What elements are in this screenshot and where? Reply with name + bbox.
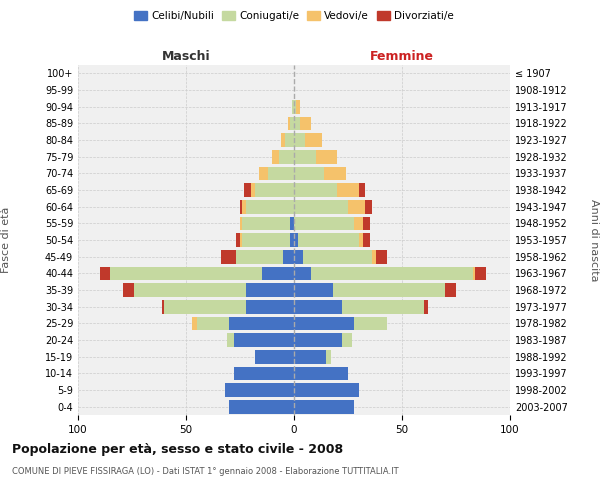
Bar bbox=[236, 250, 283, 264]
Bar bbox=[255, 350, 294, 364]
Bar bbox=[229, 316, 294, 330]
Bar bbox=[372, 250, 376, 264]
Bar bbox=[262, 266, 294, 280]
Bar bbox=[247, 200, 294, 213]
Text: Maschi: Maschi bbox=[161, 50, 211, 62]
Bar bbox=[286, 133, 294, 147]
Bar bbox=[326, 350, 331, 364]
Bar bbox=[294, 316, 355, 330]
Bar bbox=[242, 200, 247, 213]
Bar bbox=[294, 100, 296, 114]
Text: Anni di nascita: Anni di nascita bbox=[589, 198, 599, 281]
Bar bbox=[445, 283, 456, 297]
Bar bbox=[290, 216, 294, 230]
Bar bbox=[268, 166, 294, 180]
Bar bbox=[424, 300, 428, 314]
Bar bbox=[475, 266, 486, 280]
Bar bbox=[316, 150, 337, 164]
Bar bbox=[294, 183, 337, 197]
Bar bbox=[294, 266, 311, 280]
Bar bbox=[294, 350, 326, 364]
Text: COMUNE DI PIEVE FISSIRAGA (LO) - Dati ISTAT 1° gennaio 2008 - Elaborazione TUTTI: COMUNE DI PIEVE FISSIRAGA (LO) - Dati IS… bbox=[12, 468, 398, 476]
Bar bbox=[301, 116, 311, 130]
Bar bbox=[240, 233, 242, 247]
Bar bbox=[296, 100, 301, 114]
Bar bbox=[221, 250, 236, 264]
Bar bbox=[247, 300, 294, 314]
Bar bbox=[225, 383, 294, 397]
Bar bbox=[376, 250, 387, 264]
Bar bbox=[324, 166, 346, 180]
Bar bbox=[294, 283, 333, 297]
Bar bbox=[242, 233, 290, 247]
Bar bbox=[283, 250, 294, 264]
Bar bbox=[363, 233, 370, 247]
Bar bbox=[305, 133, 322, 147]
Text: Popolazione per età, sesso e stato civile - 2008: Popolazione per età, sesso e stato civil… bbox=[12, 442, 343, 456]
Bar bbox=[298, 233, 359, 247]
Bar bbox=[279, 150, 294, 164]
Bar bbox=[294, 200, 348, 213]
Bar bbox=[365, 200, 372, 213]
Bar bbox=[294, 116, 301, 130]
Bar bbox=[337, 183, 359, 197]
Bar bbox=[294, 400, 355, 413]
Bar bbox=[100, 266, 110, 280]
Bar bbox=[294, 133, 305, 147]
Legend: Celibi/Nubili, Coniugati/e, Vedovi/e, Divorziati/e: Celibi/Nubili, Coniugati/e, Vedovi/e, Di… bbox=[130, 7, 458, 26]
Bar bbox=[233, 366, 294, 380]
Bar bbox=[294, 150, 316, 164]
Bar bbox=[287, 116, 290, 130]
Bar bbox=[294, 216, 355, 230]
Bar bbox=[240, 216, 242, 230]
Bar bbox=[236, 233, 240, 247]
Bar bbox=[302, 250, 372, 264]
Text: Fasce di età: Fasce di età bbox=[1, 207, 11, 273]
Bar bbox=[259, 166, 268, 180]
Bar bbox=[281, 133, 286, 147]
Bar bbox=[164, 300, 247, 314]
Bar bbox=[242, 216, 290, 230]
Bar bbox=[193, 316, 197, 330]
Bar bbox=[162, 300, 164, 314]
Bar bbox=[348, 200, 365, 213]
Bar bbox=[240, 200, 242, 213]
Bar bbox=[229, 400, 294, 413]
Bar bbox=[272, 150, 279, 164]
Bar bbox=[255, 183, 294, 197]
Bar bbox=[290, 116, 294, 130]
Bar bbox=[233, 333, 294, 347]
Bar bbox=[359, 233, 363, 247]
Bar bbox=[341, 333, 352, 347]
Bar bbox=[363, 216, 370, 230]
Bar bbox=[341, 300, 424, 314]
Bar bbox=[294, 250, 302, 264]
Bar bbox=[294, 383, 359, 397]
Bar bbox=[294, 166, 324, 180]
Bar bbox=[294, 300, 341, 314]
Bar bbox=[110, 266, 262, 280]
Bar bbox=[294, 333, 341, 347]
Bar bbox=[294, 366, 348, 380]
Bar bbox=[355, 216, 363, 230]
Bar bbox=[251, 183, 255, 197]
Bar bbox=[355, 316, 387, 330]
Bar bbox=[244, 183, 251, 197]
Bar bbox=[247, 283, 294, 297]
Bar bbox=[134, 283, 247, 297]
Bar bbox=[294, 233, 298, 247]
Bar bbox=[197, 316, 229, 330]
Bar bbox=[333, 283, 445, 297]
Bar bbox=[473, 266, 475, 280]
Bar bbox=[227, 333, 233, 347]
Bar bbox=[124, 283, 134, 297]
Text: Femmine: Femmine bbox=[370, 50, 434, 62]
Bar bbox=[311, 266, 473, 280]
Bar bbox=[292, 100, 294, 114]
Bar bbox=[359, 183, 365, 197]
Bar bbox=[290, 233, 294, 247]
